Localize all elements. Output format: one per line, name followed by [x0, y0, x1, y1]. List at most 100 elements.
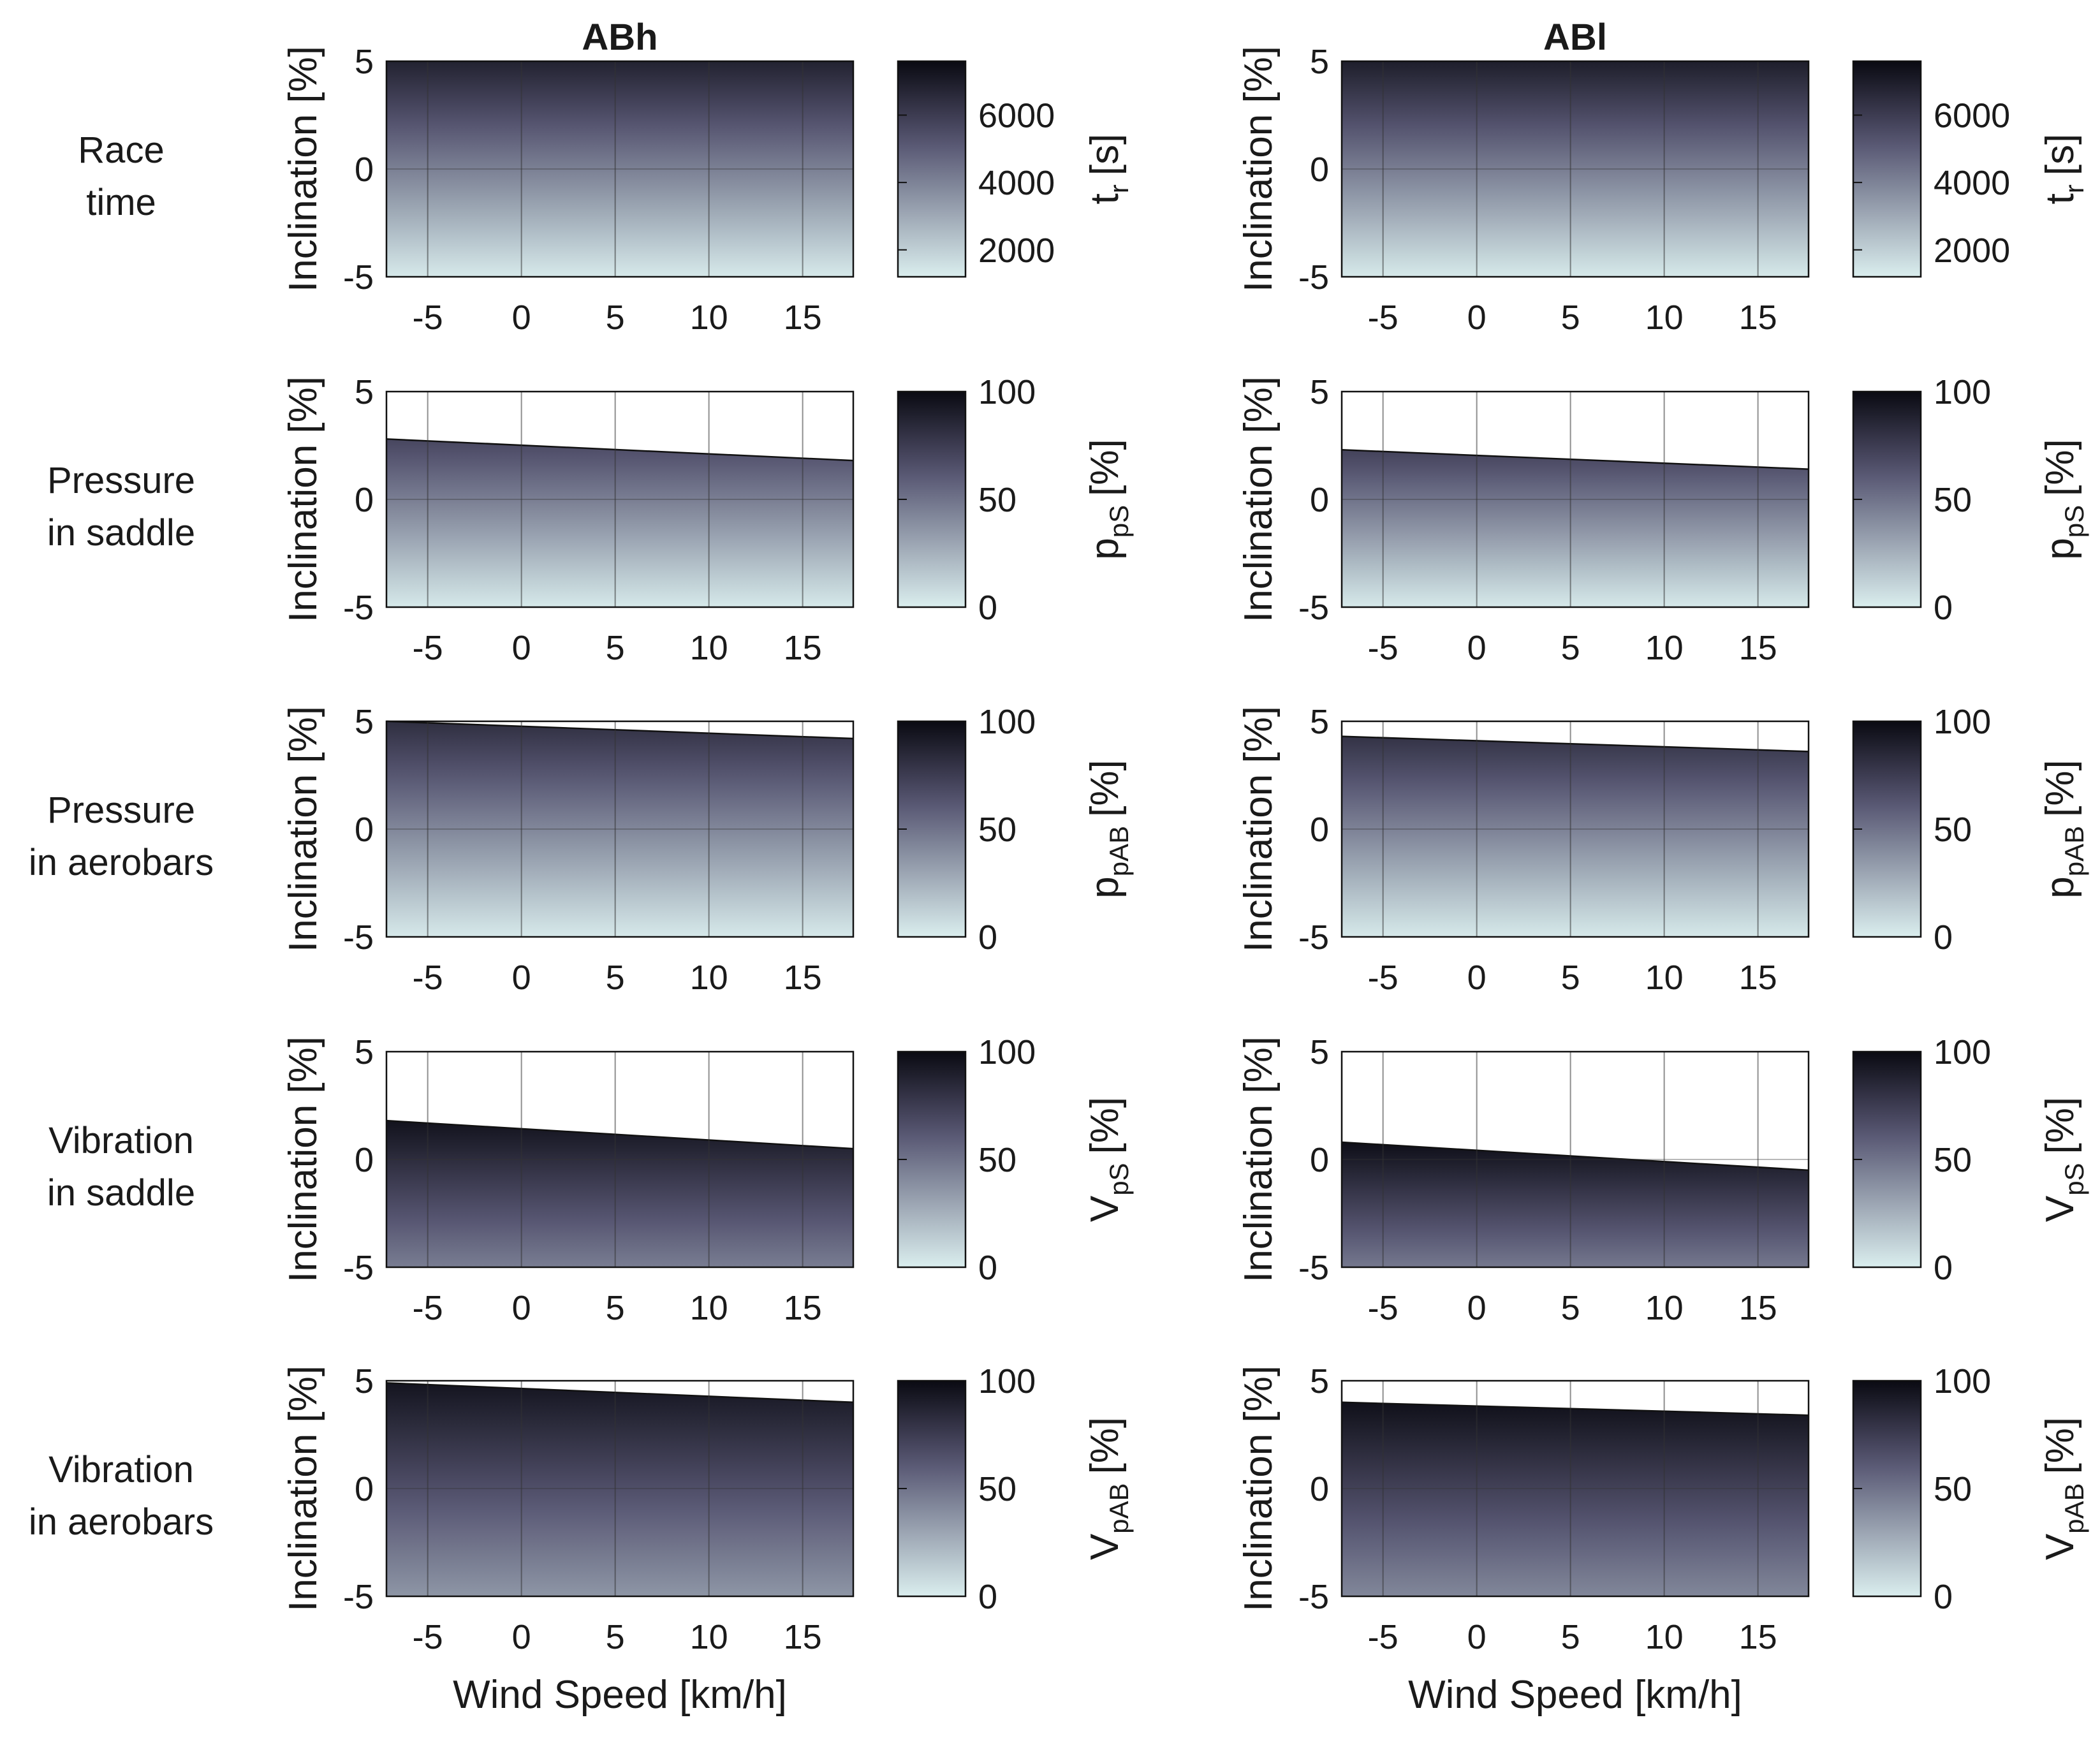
colorbar-label: ppAB [%] [2038, 760, 2089, 898]
x-tick-label: 10 [690, 298, 728, 337]
x-tick-label: 5 [1561, 298, 1580, 337]
colorbar-label-unit: [s] [2038, 134, 2082, 175]
x-tick-label: 0 [512, 629, 531, 667]
x-tick-label: 15 [784, 629, 822, 667]
colorbar-tick-label: 100 [978, 1362, 1036, 1401]
x-tick-label: 10 [1645, 1289, 1684, 1327]
row-label: Vibration in aerobars [29, 1449, 214, 1543]
colorbar-tick-label: 4000 [1934, 164, 2010, 202]
row-label: Pressure in aerobars [29, 790, 214, 883]
colorbar-tick-label: 100 [1934, 373, 1991, 411]
x-tick-label: -5 [1368, 1289, 1399, 1327]
y-axis-label: Inclination [%] [1237, 1036, 1281, 1283]
row-label-line: Vibration [48, 1449, 194, 1490]
x-tick-label: 0 [1467, 1289, 1487, 1327]
y-tick-label: 0 [355, 481, 374, 519]
x-tick-label: 5 [606, 1618, 625, 1656]
plot-frame [1340, 390, 1810, 608]
y-axis-label: Inclination [%] [1237, 1365, 1281, 1612]
colorbar-label-unit: [%] [2038, 1417, 2082, 1475]
colorbar-label-main: V [1083, 1533, 1127, 1560]
heatmap-panel: -5 0 5 10 15 -5 0 5 Inclination [%] 0 50 100 VpS [%] [281, 1033, 1134, 1327]
colorbar-label: VpAB [%] [1083, 1417, 1134, 1560]
x-tick-label: 5 [1561, 629, 1580, 667]
x-tick-label: 0 [1467, 1618, 1487, 1656]
y-axis-label: Inclination [%] [281, 376, 325, 622]
heatmap-surface [1342, 1402, 1809, 1596]
x-tick-label: -5 [413, 298, 443, 337]
colorbar-label-sub: r [2059, 184, 2089, 193]
x-tick-label: 5 [1561, 1618, 1580, 1656]
colorbar-tick-label: 100 [1934, 1362, 1991, 1401]
x-tick-label: -5 [413, 1618, 443, 1656]
y-tick-label: -5 [343, 258, 374, 297]
row-label-line: in saddle [47, 512, 195, 554]
feasibility-boundary [386, 438, 854, 462]
y-tick-label: 0 [1310, 1141, 1329, 1179]
colorbar-tick-label: 50 [1934, 1141, 1972, 1179]
y-tick-label: 5 [1310, 1362, 1329, 1401]
y-tick-label: 5 [355, 703, 374, 741]
colorbar-label-sub: pS [2059, 505, 2089, 538]
colorbar-tick-label: 50 [1934, 481, 1972, 519]
y-tick-label: 0 [355, 151, 374, 189]
colorbar-label-unit: [%] [2038, 760, 2082, 817]
feasibility-boundary [386, 1382, 854, 1404]
x-tick-label: -5 [413, 1289, 443, 1327]
colorbar-label-main: p [2038, 876, 2082, 898]
colorbar-tick-label: 100 [1934, 703, 1991, 741]
x-tick-label: 10 [1645, 1618, 1684, 1656]
colorbar-tick-label: 0 [978, 918, 997, 957]
y-tick-label: -5 [343, 589, 374, 627]
x-tick-label: 15 [784, 959, 822, 997]
feasibility-boundary [1341, 1141, 1809, 1172]
heatmap-panel: -5 0 5 10 15 -5 0 5 Inclination [%] Wind Speed [k… [281, 1362, 1134, 1717]
heatmap-panel: -5 0 5 10 15 -5 0 5 Inclination [%] 0 50 100 ppS [%] [1237, 373, 2089, 667]
colorbar-label-sub: pS [1104, 505, 1134, 538]
y-tick-label: 0 [355, 1470, 374, 1508]
heatmap-surface [386, 721, 853, 937]
x-tick-label: 0 [512, 959, 531, 997]
plot-frame [385, 1379, 855, 1598]
x-tick-label: 10 [690, 1289, 728, 1327]
y-tick-label: 0 [1310, 811, 1329, 849]
x-tick-label: 15 [1739, 1289, 1777, 1327]
colorbar-label: ppS [%] [1083, 439, 1134, 559]
row-label-line: in aerobars [29, 842, 214, 883]
y-tick-label: -5 [1298, 918, 1329, 957]
x-tick-label: 0 [1467, 629, 1487, 667]
x-tick-label: 5 [606, 298, 625, 337]
feasibility-boundary [386, 720, 854, 740]
y-tick-label: 5 [1310, 703, 1329, 741]
y-tick-label: 5 [1310, 1033, 1329, 1071]
y-axis-label: Inclination [%] [281, 1036, 325, 1283]
x-axis-label: Wind Speed [km/h] [453, 1673, 787, 1717]
colorbar-tick-label: 50 [1934, 811, 1972, 849]
x-tick-label: 15 [1739, 298, 1777, 337]
row-label: Vibration in saddle [47, 1120, 195, 1214]
x-tick-label: -5 [413, 959, 443, 997]
colorbar-tick-label: 2000 [978, 232, 1055, 270]
x-tick-label: 0 [1467, 298, 1487, 337]
y-tick-label: -5 [1298, 258, 1329, 297]
heatmap-panel: -5 0 5 10 15 -5 0 5 Inclination [%] 2000 4000 6000 t… [1237, 43, 2089, 337]
colorbar-label-main: t [2038, 193, 2082, 204]
colorbar-tick-label: 50 [978, 1141, 1017, 1179]
y-axis-label: Inclination [%] [281, 706, 325, 952]
colorbar [1852, 1379, 1922, 1598]
y-tick-label: 0 [1310, 1470, 1329, 1508]
x-axis-label: Wind Speed [km/h] [1408, 1673, 1742, 1717]
plot-frame [1340, 720, 1810, 938]
row-label-line: Pressure [47, 790, 195, 831]
feasibility-boundary [1341, 1401, 1809, 1416]
colorbar-label-unit: [%] [1083, 1097, 1127, 1154]
colorbar-label-sub: pAB [1104, 1483, 1134, 1533]
colorbar-label-sub: pAB [2059, 1483, 2089, 1533]
x-tick-label: 5 [606, 629, 625, 667]
colorbar-tick-label: 6000 [978, 97, 1055, 135]
y-tick-label: 5 [1310, 373, 1329, 411]
colorbar-tick-label: 0 [1934, 1578, 1953, 1616]
y-tick-label: 5 [355, 373, 374, 411]
colorbar-label-sub: pAB [2059, 826, 2089, 876]
